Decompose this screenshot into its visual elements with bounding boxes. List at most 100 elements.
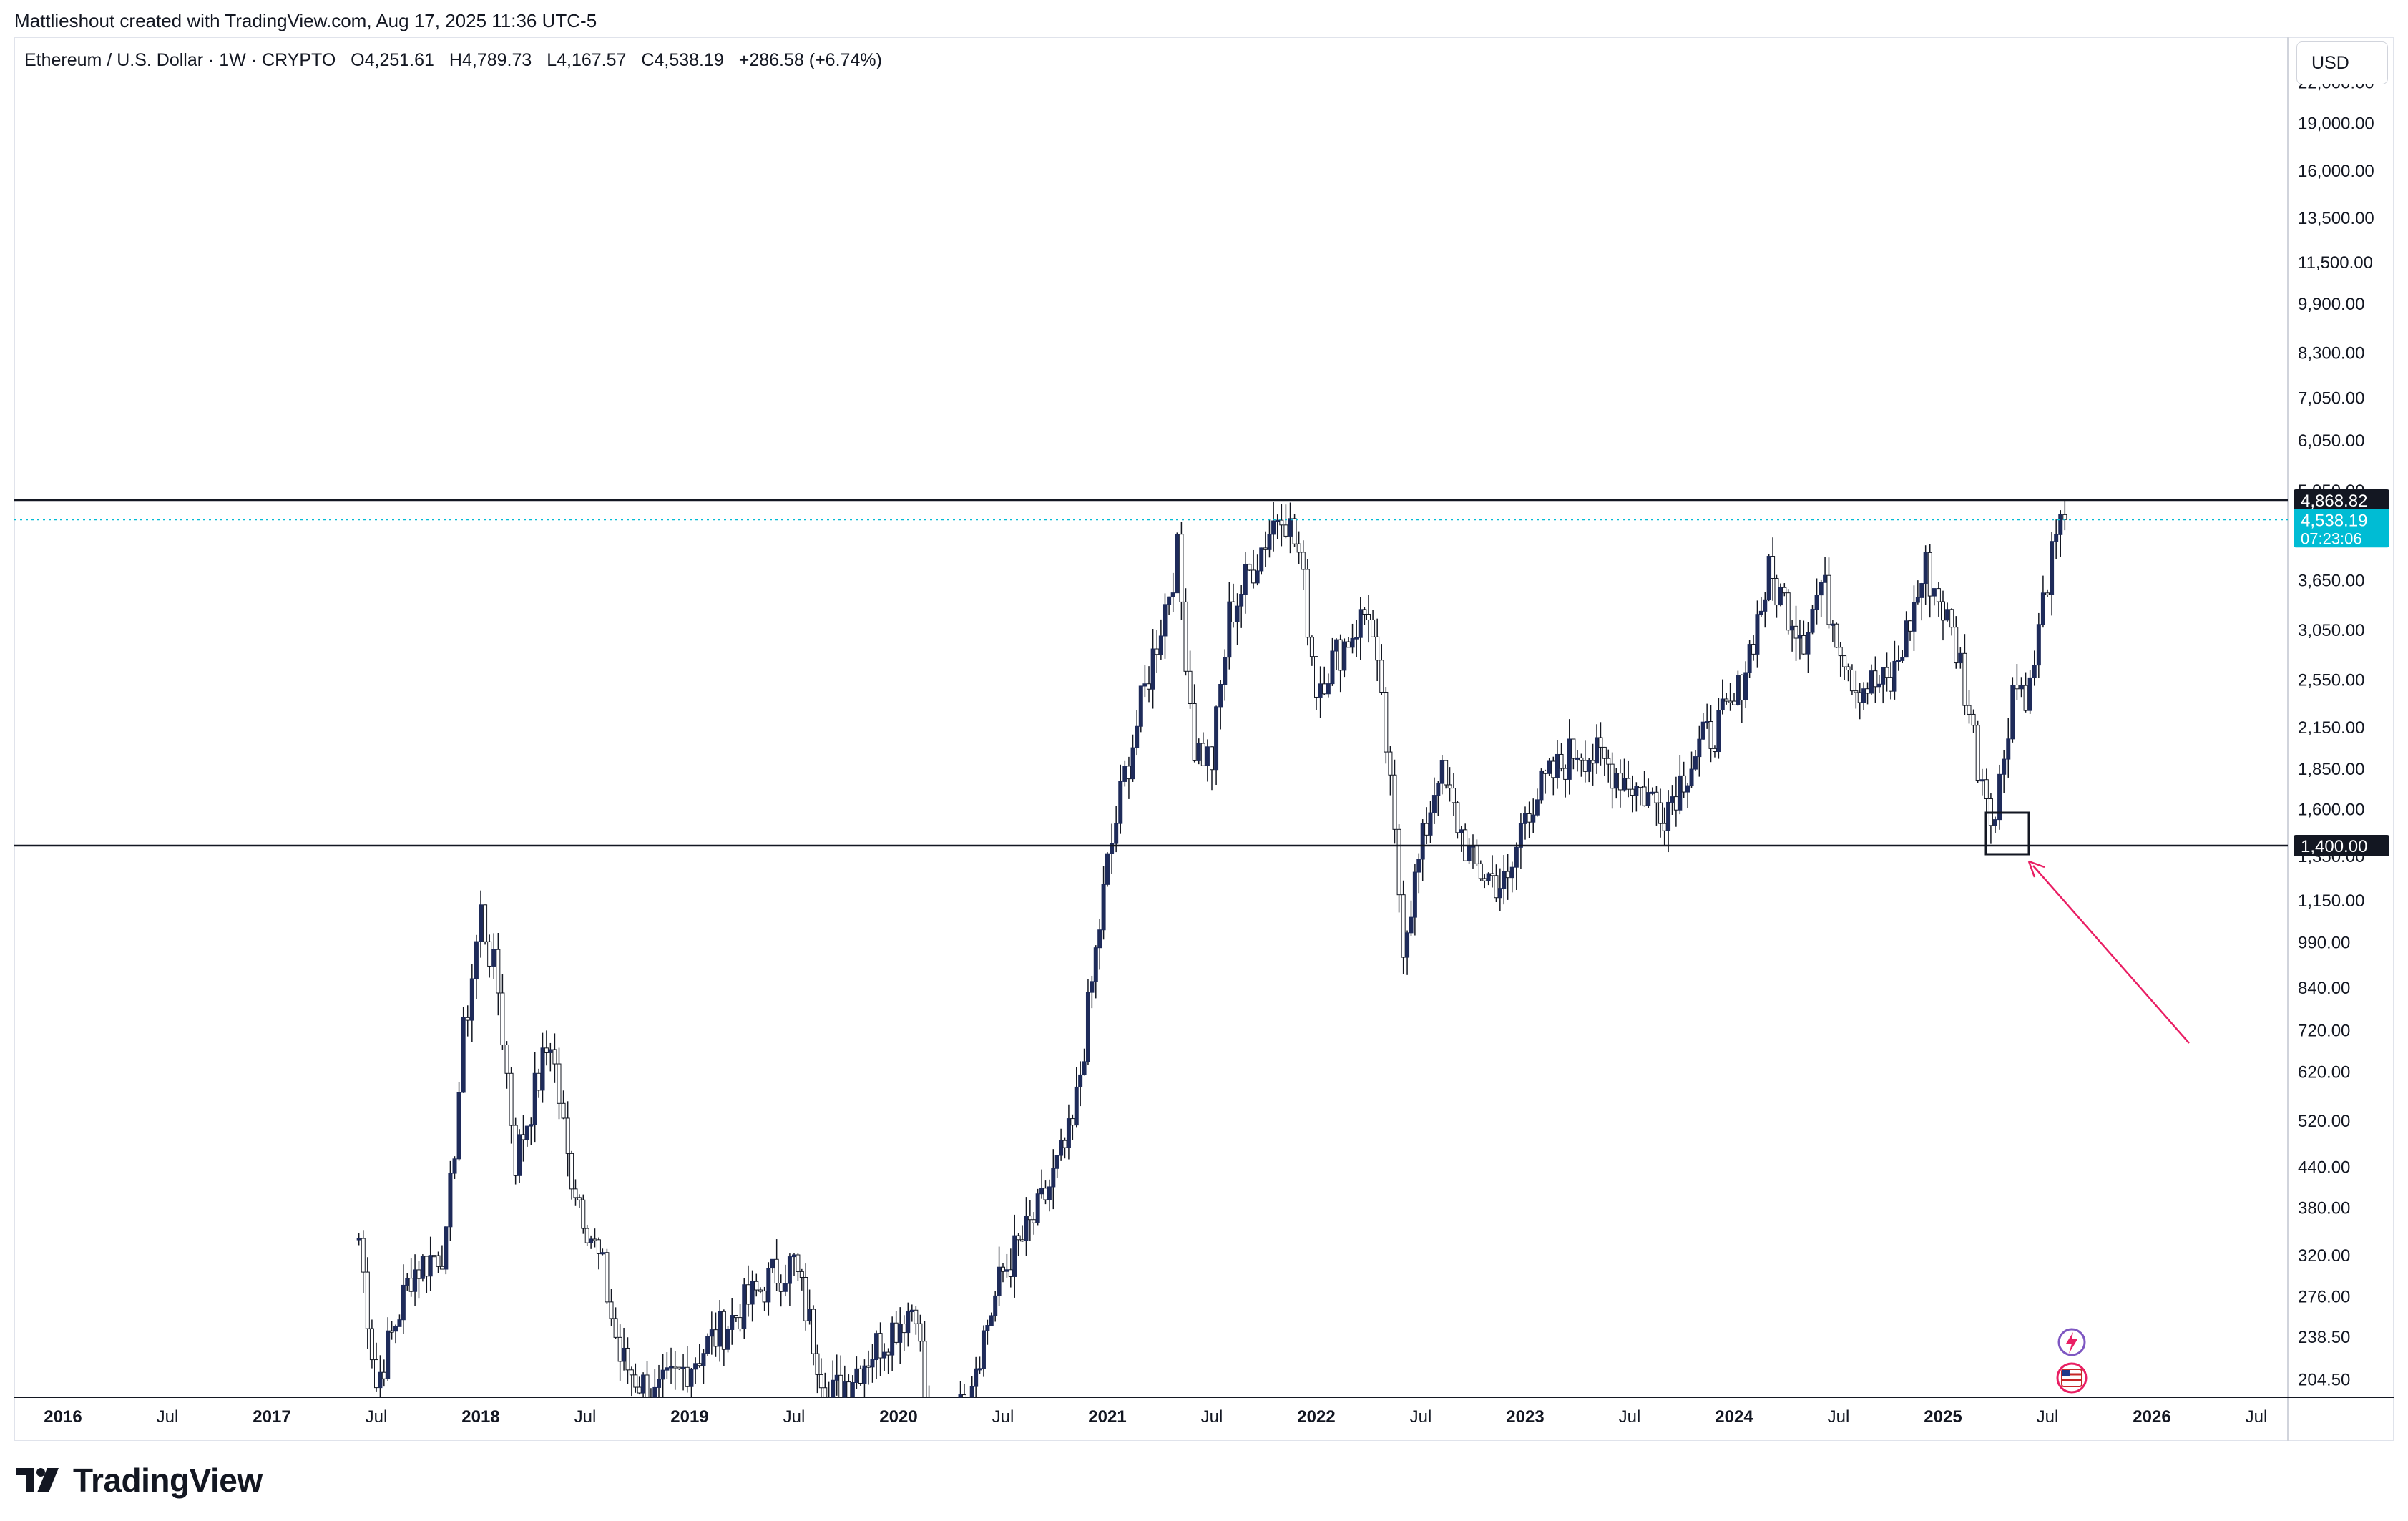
price-tick-label: 204.50 [2298,1370,2350,1389]
support-highlight-box [1984,811,2030,856]
candle-body [529,1124,534,1127]
candle-body [1350,637,1355,648]
candle-body [1267,534,1272,550]
candle-body [1467,846,1472,861]
candle-body [1830,623,1835,626]
candle-body [641,1374,646,1394]
candle-body [413,1269,418,1292]
candle-body [1167,596,1172,605]
candle-body [922,1341,927,1398]
candle-body [1786,592,1791,631]
currency-selector[interactable]: USD [2296,41,2388,84]
candle-body [1523,813,1527,824]
candle-body [1630,788,1635,796]
candle-body [1305,569,1310,638]
candle-body [1949,609,1954,628]
time-tick-label: Jul [1619,1407,1641,1427]
candle-body [1774,577,1779,606]
candle-body [831,1379,836,1398]
price-axis[interactable]: 22,000.0019,000.0016,000.0013,500.0011,5… [2298,74,2374,1390]
candle-body [811,1309,816,1354]
candle-body [1126,766,1131,780]
candle-body [1097,929,1102,949]
candle-body [1371,619,1376,637]
price-tick-label: 8,300.00 [2298,343,2364,363]
candle-body [1420,823,1425,860]
candle-body [1838,647,1843,657]
candle-body [2050,541,2055,595]
candle-body [1230,601,1235,622]
candle-body [866,1365,871,1368]
candle-body [1366,613,1371,620]
tradingview-brand[interactable]: TradingView [16,1461,263,1500]
symbol-name[interactable]: Ethereum / U.S. Dollar · 1W · CRYPTO [24,50,336,70]
candle-body [1497,888,1502,899]
candle-body [1582,760,1587,772]
candle-body [1375,636,1380,661]
price-tick-label: 320.00 [2298,1246,2350,1266]
us-flag-icon[interactable] [2056,1362,2088,1394]
candle-body [1763,599,1768,612]
candle-body [750,1281,755,1305]
candle-body [1979,779,1984,782]
candle-body [1728,700,1733,703]
candle-body [1595,737,1600,764]
candle-body [1575,757,1580,760]
candle-body [1531,814,1536,823]
resistance-price-tag: 4,868.82 [2301,491,2367,511]
candle-body [733,1315,738,1319]
candle-body [906,1311,911,1334]
candle-body [799,1271,804,1278]
time-axis[interactable]: 2016 Jul 2017 Jul 2018 Jul 2019 Jul 2020 Jul 2021 J… [44,1407,2267,1427]
candle-body [405,1278,410,1286]
candle-body [778,1283,783,1292]
price-tick-label: 840.00 [2298,979,2350,998]
candle-body [886,1351,891,1356]
candle-body [1919,583,1924,598]
candle-body [1650,791,1655,794]
candle-body [1392,774,1397,830]
candle-body [517,1134,522,1176]
candle-body [461,1017,466,1093]
candle-body [718,1311,723,1347]
candle-body [807,1309,812,1321]
candle-body [561,1102,566,1119]
candle-body [509,1072,514,1126]
horizontal-levels [14,499,2288,847]
candle-body [1247,564,1252,571]
candle-body [1163,604,1168,637]
candle-body [1459,829,1464,833]
candle-body [660,1369,665,1380]
candle-body [1263,547,1268,550]
candle-body [416,1269,421,1279]
candle-body [1062,1140,1067,1148]
candle-body [1971,713,1976,726]
candle-body [766,1268,771,1303]
brand-name: TradingView [73,1462,263,1499]
candle-body [1110,843,1115,854]
time-tick-label: 2025 [1924,1407,1962,1427]
candle-body [1301,552,1306,570]
candle-body [657,1379,662,1388]
candle-body [1563,768,1568,780]
candle-body [815,1353,820,1375]
candle-body [1598,737,1603,748]
candle-body [622,1347,627,1362]
candle-body [1279,519,1284,526]
candle-body [565,1117,570,1154]
candle-body [1070,1118,1075,1126]
price-tick-label: 238.50 [2298,1328,2350,1347]
candle-body [1362,609,1367,615]
candle-body [977,1368,982,1371]
candle-body [1555,753,1560,778]
time-tick-label: Jul [783,1407,806,1427]
candle-body [1915,597,1920,603]
candle-body [584,1228,589,1243]
flash-icon[interactable] [2057,1328,2086,1356]
candle-body [1849,670,1854,692]
candle-body [645,1374,650,1398]
candle-body [1543,770,1548,774]
candle-body [1646,792,1651,806]
candle-body [1396,828,1401,896]
